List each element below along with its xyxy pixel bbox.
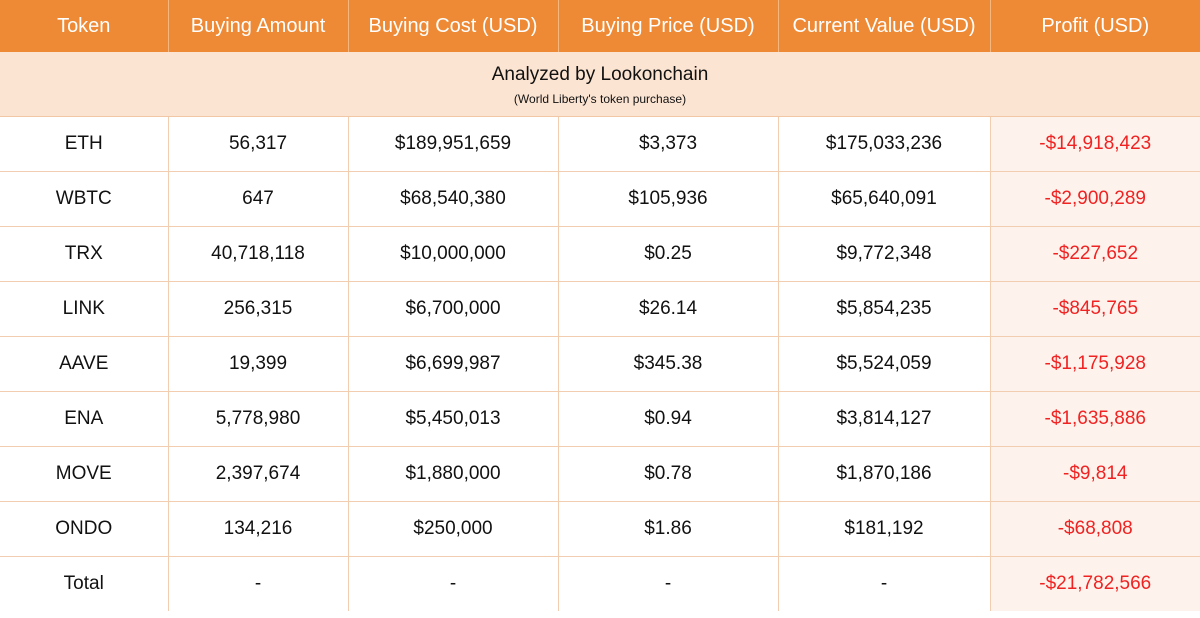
total-row: Total - - - - -$21,782,566 — [0, 556, 1200, 611]
buying-price-cell: $26.14 — [558, 281, 779, 337]
token-cell: AAVE — [0, 336, 169, 392]
token-cell: TRX — [0, 226, 169, 282]
profit-cell: -$14,918,423 — [990, 116, 1200, 172]
token-cell: Total — [0, 556, 169, 611]
table-row: AAVE 19,399 $6,699,987 $345.38 $5,524,059 -$1… — [0, 336, 1200, 392]
caption-cell: Analyzed by Lookonchain (World Liberty's… — [0, 52, 1200, 117]
current-value-cell: $65,640,091 — [778, 171, 991, 227]
column-header-token: Token — [0, 0, 169, 52]
buying-amount-cell: 2,397,674 — [168, 446, 349, 502]
header-row: Token Buying Amount Buying Cost (USD) Bu… — [0, 0, 1200, 52]
token-cell: LINK — [0, 281, 169, 337]
buying-price-cell: $0.78 — [558, 446, 779, 502]
current-value-cell: $181,192 — [778, 501, 991, 557]
table-body: Analyzed by Lookonchain (World Liberty's… — [0, 52, 1200, 611]
table-row: TRX 40,718,118 $10,000,000 $0.25 $9,772,348-… — [0, 226, 1200, 282]
profit-cell: -$2,900,289 — [990, 171, 1200, 227]
current-value-cell: - — [778, 556, 991, 611]
current-value-cell: $1,870,186 — [778, 446, 991, 502]
buying-cost-cell: $6,700,000 — [348, 281, 559, 337]
current-value-cell: $3,814,127 — [778, 391, 991, 447]
token-cell: ETH — [0, 116, 169, 172]
buying-cost-cell: $1,880,000 — [348, 446, 559, 502]
profit-cell: -$68,808 — [990, 501, 1200, 557]
caption-subtitle: (World Liberty's token purchase) — [513, 92, 687, 106]
column-header-buying-cost: Buying Cost (USD) — [348, 0, 559, 52]
buying-cost-cell: $250,000 — [348, 501, 559, 557]
current-value-cell: $5,854,235 — [778, 281, 991, 337]
profit-cell: -$9,814 — [990, 446, 1200, 502]
token-cell: WBTC — [0, 171, 169, 227]
current-value-cell: $175,033,236 — [778, 116, 991, 172]
token-cell: MOVE — [0, 446, 169, 502]
table-row: ONDO 134,216 $250,000 $1.86 $181,192 -$68,808 — [0, 501, 1200, 557]
buying-cost-cell: $189,951,659 — [348, 116, 559, 172]
buying-price-cell: $1.86 — [558, 501, 779, 557]
profit-cell: -$1,635,886 — [990, 391, 1200, 447]
buying-price-cell: $3,373 — [558, 116, 779, 172]
profit-cell: -$227,652 — [990, 226, 1200, 282]
buying-amount-cell: 5,778,980 — [168, 391, 349, 447]
buying-price-cell: - — [558, 556, 779, 611]
profit-cell: -$845,765 — [990, 281, 1200, 337]
buying-amount-cell: 134,216 — [168, 501, 349, 557]
token-cell: ONDO — [0, 501, 169, 557]
table-row: ETH 56,317 $189,951,659 $3,373 $175,033,236-… — [0, 116, 1200, 172]
caption-title: Analyzed by Lookonchain — [491, 64, 709, 85]
buying-amount-cell: 40,718,118 — [168, 226, 349, 282]
buying-amount-cell: - — [168, 556, 349, 611]
profit-cell: -$1,175,928 — [990, 336, 1200, 392]
table-row: LINK 256,315 $6,700,000 $26.14 $5,854,235 -$8… — [0, 281, 1200, 337]
buying-price-cell: $345.38 — [558, 336, 779, 392]
buying-cost-cell: - — [348, 556, 559, 611]
buying-amount-cell: 256,315 — [168, 281, 349, 337]
current-value-cell: $5,524,059 — [778, 336, 991, 392]
column-header-current-value: Current Value (USD) — [778, 0, 991, 52]
current-value-cell: $9,772,348 — [778, 226, 991, 282]
profit-cell: -$21,782,566 — [990, 556, 1200, 611]
buying-cost-cell: $6,699,987 — [348, 336, 559, 392]
column-header-profit: Profit (USD) — [990, 0, 1200, 52]
buying-amount-cell: 647 — [168, 171, 349, 227]
buying-amount-cell: 19,399 — [168, 336, 349, 392]
caption-row: Analyzed by Lookonchain (World Liberty's… — [0, 52, 1200, 117]
table-row: MOVE 2,397,674 $1,880,000 $0.78 $1,870,186 -$… — [0, 446, 1200, 502]
buying-amount-cell: 56,317 — [168, 116, 349, 172]
token-cell: ENA — [0, 391, 169, 447]
buying-cost-cell: $10,000,000 — [348, 226, 559, 282]
column-header-buying-price: Buying Price (USD) — [558, 0, 779, 52]
buying-price-cell: $0.94 — [558, 391, 779, 447]
table-row: WBTC 647 $68,540,380 $105,936 $65,640,091 -$2… — [0, 171, 1200, 227]
table-row: ENA 5,778,980 $5,450,013 $0.94 $3,814,127 -$1… — [0, 391, 1200, 447]
buying-cost-cell: $68,540,380 — [348, 171, 559, 227]
buying-price-cell: $105,936 — [558, 171, 779, 227]
buying-cost-cell: $5,450,013 — [348, 391, 559, 447]
buying-price-cell: $0.25 — [558, 226, 779, 282]
column-header-buying-amount: Buying Amount — [168, 0, 349, 52]
